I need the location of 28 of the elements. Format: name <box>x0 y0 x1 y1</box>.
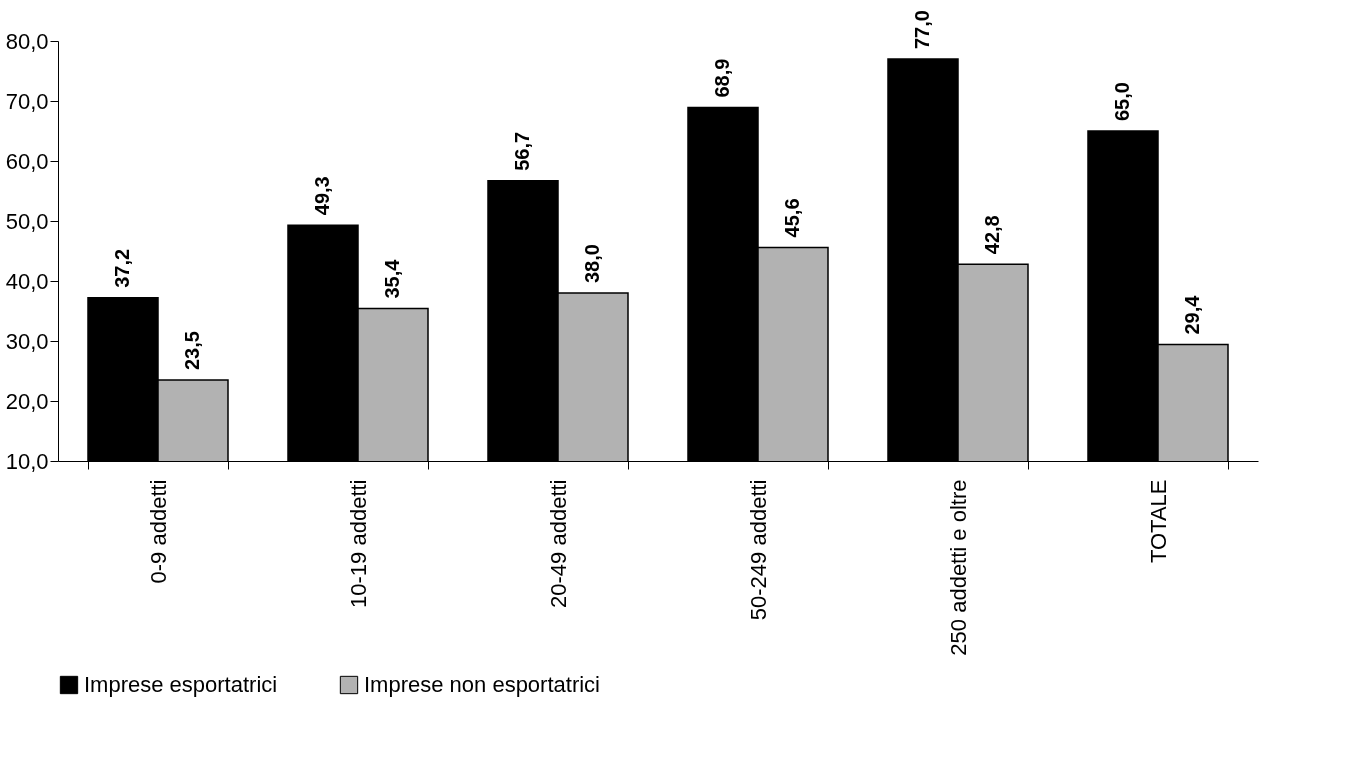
data-label: 38,0 <box>581 244 603 283</box>
legend-label: Imprese esportatrici <box>84 672 278 697</box>
y-tick-label: 10,0 <box>5 448 49 474</box>
data-label: 23,5 <box>181 331 203 370</box>
x-tick-label: 0-9 addetti <box>145 479 171 584</box>
data-label: 65,0 <box>1111 82 1133 121</box>
x-tick-label: 20-49 addetti <box>545 479 571 608</box>
data-label: 42,8 <box>981 215 1003 255</box>
data-label: 56,7 <box>511 131 533 171</box>
data-label: 37,2 <box>111 248 133 288</box>
data-label: 35,4 <box>381 258 403 299</box>
x-tick-label: 50-249 addetti <box>745 479 771 621</box>
data-label: 49,3 <box>311 176 333 216</box>
y-tick-label: 40,0 <box>5 268 49 294</box>
y-tick-label: 80,0 <box>5 28 49 54</box>
x-tick-label: 10-19 addetti <box>345 479 371 608</box>
legend-label: Imprese non esportatrici <box>364 672 600 697</box>
y-tick-label: 70,0 <box>5 88 49 114</box>
data-label: 68,9 <box>711 58 733 98</box>
x-tick-label: TOTALE <box>1145 479 1171 564</box>
y-tick-label: 60,0 <box>5 148 49 174</box>
y-tick-label: 50,0 <box>5 208 49 234</box>
data-label: 29,4 <box>1181 294 1203 335</box>
data-label: 77,0 <box>911 10 933 49</box>
y-tick-label: 20,0 <box>5 388 49 414</box>
data-label: 45,6 <box>781 198 803 238</box>
x-tick-label: 250 addetti e oltre <box>945 479 971 656</box>
y-tick-label: 30,0 <box>5 328 49 354</box>
